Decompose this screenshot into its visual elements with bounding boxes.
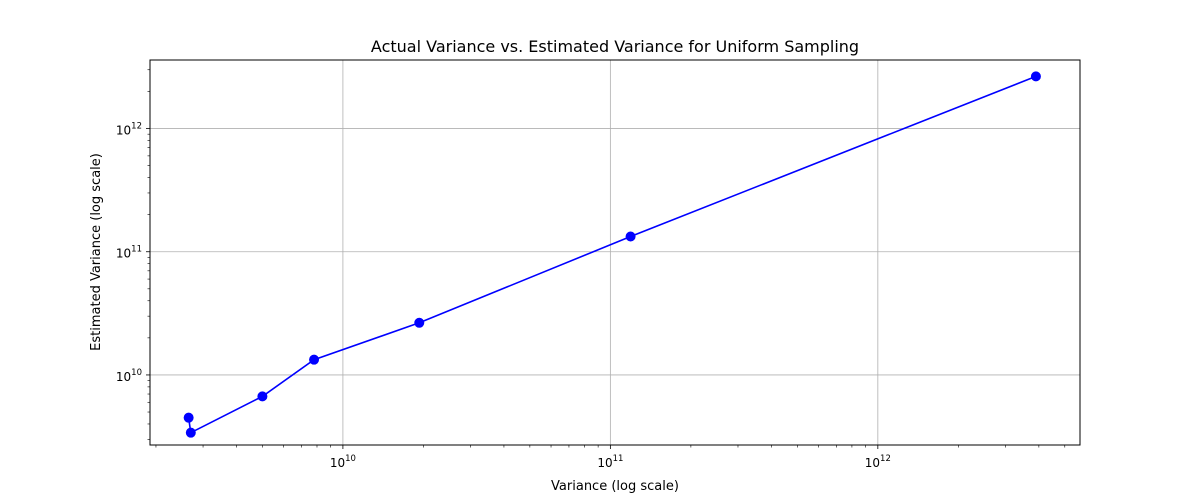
data-point: [309, 354, 320, 365]
y-axis-label: Estimated Variance (log scale): [89, 153, 104, 351]
data-point: [414, 317, 425, 328]
chart-title: Actual Variance vs. Estimated Variance f…: [371, 37, 859, 56]
data-point: [625, 231, 636, 242]
axes-frame: [149, 59, 1081, 446]
grid: [150, 60, 1080, 445]
data-point: [185, 427, 196, 438]
series-layer: [183, 71, 1041, 438]
data-point: [257, 391, 268, 402]
x-axis-label: Variance (log scale): [551, 479, 679, 494]
data-point: [183, 412, 194, 423]
data-point: [1030, 71, 1041, 82]
